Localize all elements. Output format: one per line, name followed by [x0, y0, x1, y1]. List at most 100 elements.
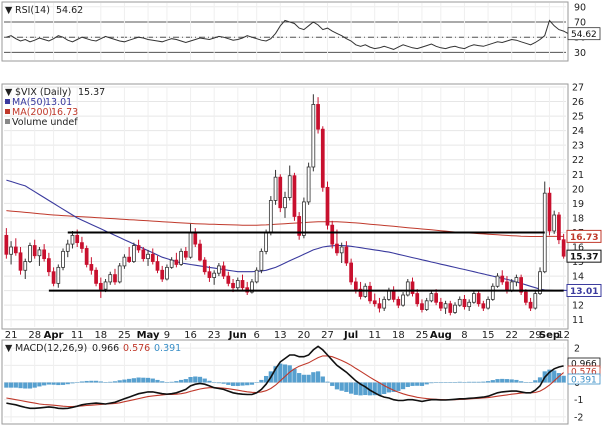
macd-histogram-bar	[23, 382, 28, 389]
macd-histogram-bar	[27, 382, 33, 389]
x-tick-label: 20	[298, 330, 311, 341]
candle-body	[4, 234, 9, 255]
candle-body	[547, 192, 552, 232]
candle-body	[42, 249, 47, 260]
macd-legend-name: MACD(12,26,9)	[15, 343, 87, 354]
candle-body	[113, 274, 117, 283]
macd-histogram-bar	[193, 376, 198, 383]
macd-histogram-bar	[8, 382, 14, 388]
candle-body	[405, 281, 410, 296]
volume-legend-swatch	[5, 119, 10, 124]
candle-body	[193, 232, 198, 245]
macd-value-tag: 0.966	[571, 360, 597, 370]
macd-histogram-bar	[155, 379, 160, 383]
candle-body	[287, 175, 292, 198]
candle-body	[273, 176, 278, 201]
candle-body	[302, 201, 306, 236]
price-y-tick-label: 26	[572, 97, 584, 108]
candle-body	[65, 243, 70, 252]
macd-histogram-bar	[325, 381, 330, 383]
rsi-y-tick-label: 90	[574, 2, 586, 13]
candle-body	[84, 248, 89, 265]
macd-histogram-bar	[485, 381, 491, 383]
macd-legend-histogram: 0.391	[154, 343, 181, 354]
macd-histogram-bar	[89, 380, 94, 383]
macd-histogram-bar	[443, 382, 448, 383]
macd-histogram-bar	[415, 382, 420, 386]
macd-histogram-bar	[301, 374, 307, 383]
macd-histogram-bar	[287, 365, 292, 383]
candle-body	[61, 250, 65, 268]
candle-body	[311, 104, 316, 168]
candle-body	[453, 304, 457, 313]
macd-histogram-bar	[292, 368, 297, 383]
macd-histogram-bar	[37, 382, 42, 387]
candle-body	[509, 281, 514, 292]
candle-body	[297, 216, 302, 236]
candle-body	[316, 104, 320, 130]
x-tick-label: Apr	[44, 330, 64, 341]
macd-histogram-bar	[207, 380, 212, 383]
candle-body	[278, 176, 283, 209]
candle-body	[372, 300, 377, 305]
rsi-y-tick-label: 30	[574, 48, 586, 59]
x-tick-label: 18	[392, 330, 405, 341]
x-tick-label: 6	[253, 330, 259, 341]
ma200-value-tag: 16.73	[570, 233, 598, 243]
macd-value-tag-box	[567, 373, 601, 385]
macd-value-tag: 0.576	[571, 368, 597, 378]
macd-histogram-bar	[438, 382, 443, 384]
macd-line	[6, 345, 564, 410]
candle-body	[368, 285, 372, 302]
candle-body	[292, 175, 297, 217]
candle-body	[259, 250, 264, 271]
macd-histogram-bar	[519, 381, 524, 383]
macd-histogram-bar	[136, 377, 141, 383]
macd-histogram-bar	[249, 382, 255, 385]
price-y-tick-label: 22	[572, 155, 584, 166]
candle-body	[538, 271, 542, 294]
x-tick-label: Jul	[343, 330, 358, 341]
candle-body	[382, 298, 387, 309]
macd-histogram-bar	[259, 379, 264, 383]
macd-histogram-bar	[306, 374, 311, 383]
x-tick-label: 8	[461, 330, 467, 341]
ma50-value-tag-box	[566, 283, 602, 297]
macd-histogram-bar	[240, 382, 245, 386]
macd-legend-macd: 0.966	[92, 343, 119, 354]
candle-body	[401, 294, 405, 306]
x-tick-label: 16	[184, 330, 197, 341]
x-tick-label: 12	[557, 330, 570, 341]
price-y-tick-label: 24	[572, 126, 584, 137]
x-tick-label: 28	[28, 330, 41, 341]
candle-body	[391, 290, 396, 300]
x-tick-label: 11	[71, 330, 84, 341]
ma50-value-tag: 13.01	[570, 287, 598, 297]
x-tick-label: 9	[164, 330, 170, 341]
price-legend-icon: ▼	[5, 87, 13, 98]
macd-histogram-bar	[400, 382, 406, 390]
x-tick-label: 13	[274, 330, 287, 341]
macd-y-tick-label: 2	[574, 344, 580, 355]
candle-body	[146, 253, 150, 260]
macd-histogram-bar	[221, 382, 226, 384]
price-y-tick-label: 21	[572, 170, 584, 181]
x-tick-label: 18	[94, 330, 107, 341]
ma200-legend-name: MA(200)	[12, 107, 52, 118]
macd-histogram-bar	[330, 382, 335, 386]
macd-histogram-bar	[476, 381, 481, 383]
price-y-tick-label: 23	[572, 141, 584, 152]
macd-histogram-bar	[424, 382, 429, 385]
macd-histogram-bar	[141, 377, 146, 383]
candle-body	[221, 265, 226, 277]
ma200-legend-swatch	[5, 109, 10, 114]
macd-histogram-bar	[377, 382, 382, 396]
macd-histogram-bar	[495, 379, 500, 383]
x-tick-label: Aug	[430, 330, 452, 341]
macd-histogram-bar	[282, 364, 288, 383]
rsi-value-tag-box	[567, 27, 601, 41]
macd-histogram-bar	[245, 382, 250, 386]
candle-body	[330, 224, 335, 245]
candle-body	[122, 256, 127, 267]
